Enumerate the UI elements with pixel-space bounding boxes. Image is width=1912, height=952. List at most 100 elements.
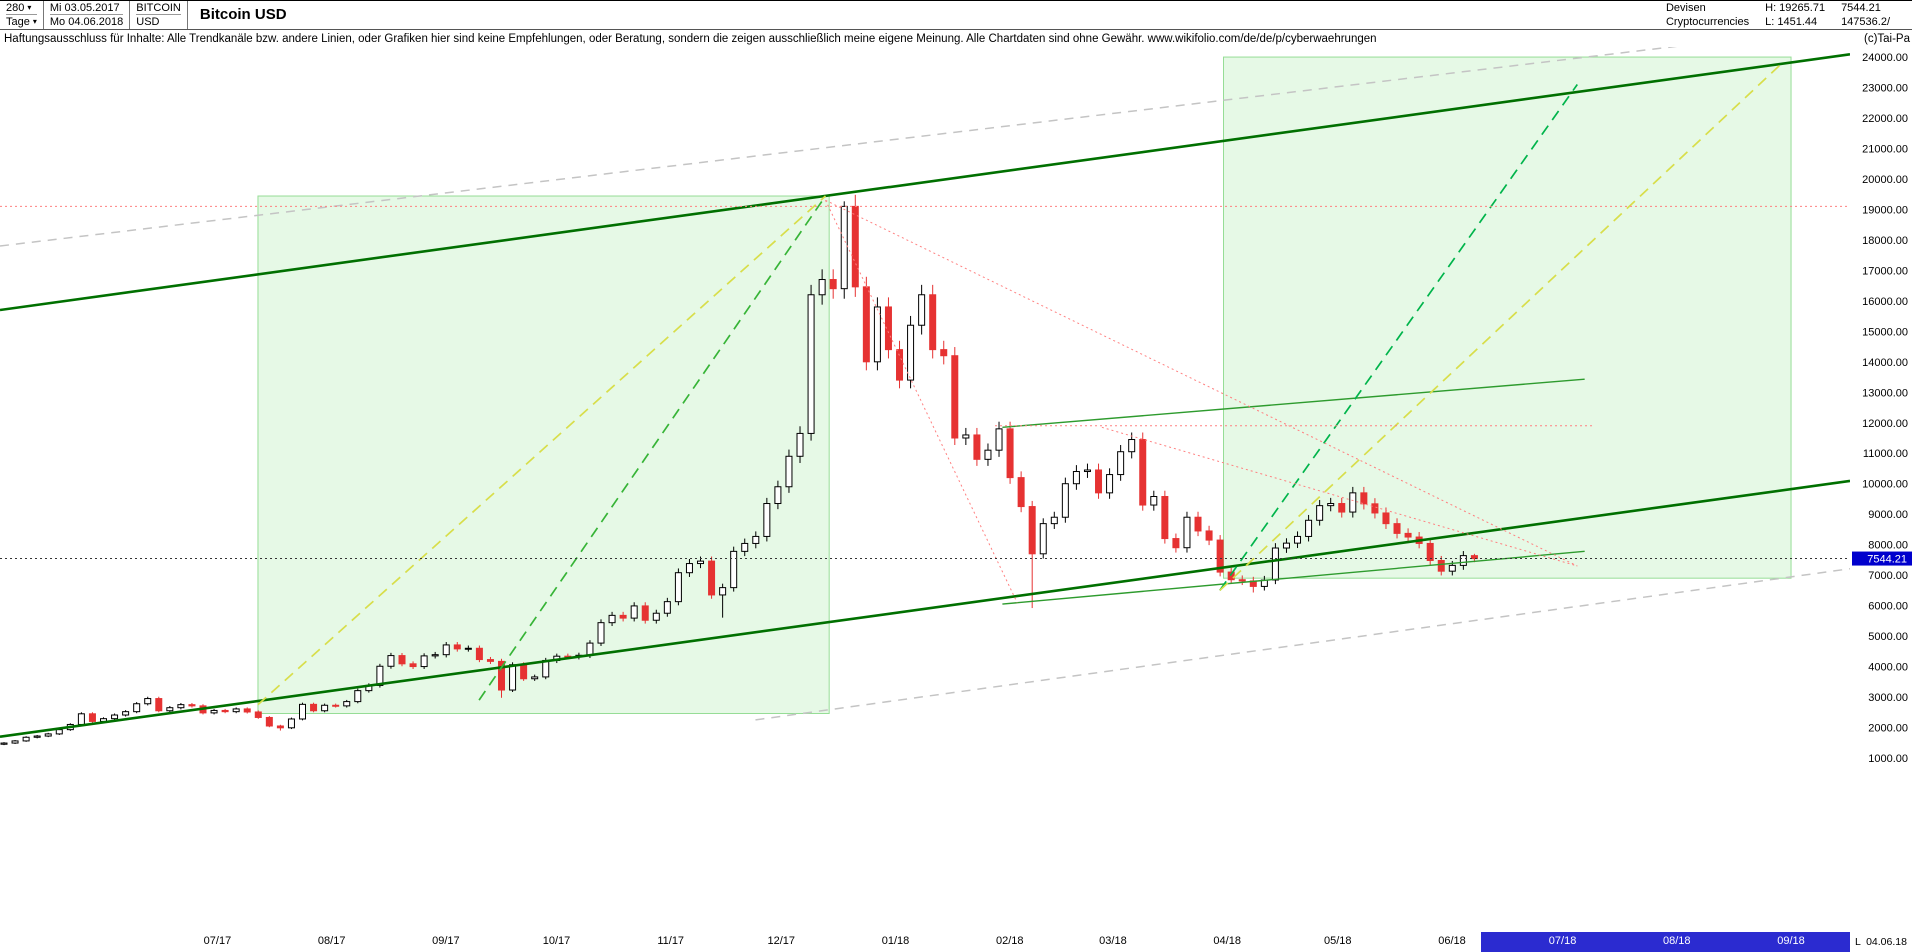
candle-body [840,205,848,290]
price-tick-label: 18000.00 [1862,235,1908,247]
chart-area[interactable]: 1000.00 2000.00 3000.00 4000.00 5000.00 6000.… [0,47,1912,932]
x-tick-label: 07/18 [1548,935,1577,947]
volume-value: 147536.2/ [1841,16,1890,28]
x-tick-label: 11/17 [657,935,685,947]
period-count-value: 280 [6,1,25,14]
price-tick-label: 6000.00 [1868,601,1908,613]
date-to: Mo 04.06.2018 [49,16,124,28]
gray-dashed-upper [0,47,1678,247]
price-tick-label: 3000.00 [1868,692,1908,704]
last-price-tag [1852,551,1912,566]
upper-channel-line [0,53,1850,312]
price-tick-label: 1000.00 [1868,753,1908,765]
candle-body [453,644,461,650]
candle-body [144,698,152,705]
candle-body [0,742,8,745]
mid-green-upper [1002,378,1585,429]
symbol-name: BITCOIN [136,1,181,15]
x-tick-label: 09/17 [432,935,460,947]
candle-body [542,659,550,678]
candle-body [785,455,793,488]
candle-body [509,664,517,691]
price-tick-label: 19000.00 [1862,204,1908,216]
yellow-dashed-left [257,195,827,706]
candle-body [1338,503,1346,513]
candle-body [1139,439,1147,506]
x-tick-label: 04/18 [1213,935,1241,947]
candle-body [1426,542,1434,562]
candle-body [896,349,904,381]
price-tick-label: 5000.00 [1868,631,1908,643]
candle-body [829,279,837,290]
candle-body [1172,538,1180,549]
category-line1: Devisen [1665,2,1706,14]
candle-body [44,733,52,737]
candle-body [254,711,262,718]
candle-body [719,587,727,596]
price-tick-label: 7000.00 [1868,570,1908,582]
candle-body [475,647,483,661]
candle-body [155,698,163,712]
future-band [1481,932,1850,952]
candle-body [498,660,506,691]
candle-body [995,428,1003,451]
symbol-currency: USD [136,16,160,28]
candle-body [1459,555,1467,566]
candle-body [1216,539,1224,573]
candle-body [276,725,284,729]
mid-green-lower [1002,550,1585,605]
candle-body [774,486,782,505]
candle-body [807,294,815,434]
candle-body [1327,503,1335,507]
copyright-label: (c)Tai-Pa [1863,32,1910,45]
last-price: 7544.21 [1841,2,1881,14]
toolbar: 280 ▾ Tage ▾ Mi 03.05.2017 Mo 04.06.2018… [0,0,1912,30]
candle-body [166,707,174,712]
candle-body [287,718,295,729]
candle-body [630,605,638,619]
candle-body [1205,530,1213,541]
candle-body [1360,492,1368,505]
candle-body [332,704,340,707]
price-tick-label: 8000.00 [1868,540,1908,552]
period-count-select[interactable]: 280 ▾ [6,1,37,15]
price-tick-label: 13000.00 [1862,387,1908,399]
x-tick-label: 10/17 [542,935,571,947]
price-tick-label: 4000.00 [1868,662,1908,674]
price-tick-label: 10000.00 [1862,479,1908,491]
date-from: Mi 03.05.2017 [49,1,124,15]
candle-body [652,612,660,621]
candle-body [431,654,439,657]
trend-box-left [257,195,830,714]
price-tick-label: 21000.00 [1862,143,1908,155]
period-unit-select[interactable]: Tage ▾ [6,15,37,29]
price-tick-label: 12000.00 [1862,418,1908,430]
candle-body [597,622,605,644]
candle-body [697,560,705,565]
candle-body [22,736,30,742]
candle-body [1161,496,1169,540]
candle-body [88,713,96,722]
candle-body [188,704,196,707]
gray-dashed-lower [755,567,1850,721]
candle-body [873,306,881,363]
candle-body [929,294,937,351]
x-tick-label: 05/18 [1323,935,1352,947]
candle-body [685,563,693,574]
candle-body [343,701,351,707]
candle-body [1006,428,1014,479]
candle-body [1305,519,1313,537]
candle-body [918,294,926,326]
candle-body [1404,532,1412,538]
candle-body [1349,492,1357,513]
candle-body [608,614,616,624]
candle-body [884,306,892,351]
price-tick-label: 24000.00 [1862,52,1908,64]
period-high: H: 19265.71 [1765,2,1826,14]
candle-body [221,709,229,713]
candle-body [1128,439,1136,453]
price-tick-label: 17000.00 [1862,265,1908,277]
candle-body [122,711,130,716]
candle-body [752,535,760,544]
x-tick-label: 08/18 [1663,935,1691,947]
